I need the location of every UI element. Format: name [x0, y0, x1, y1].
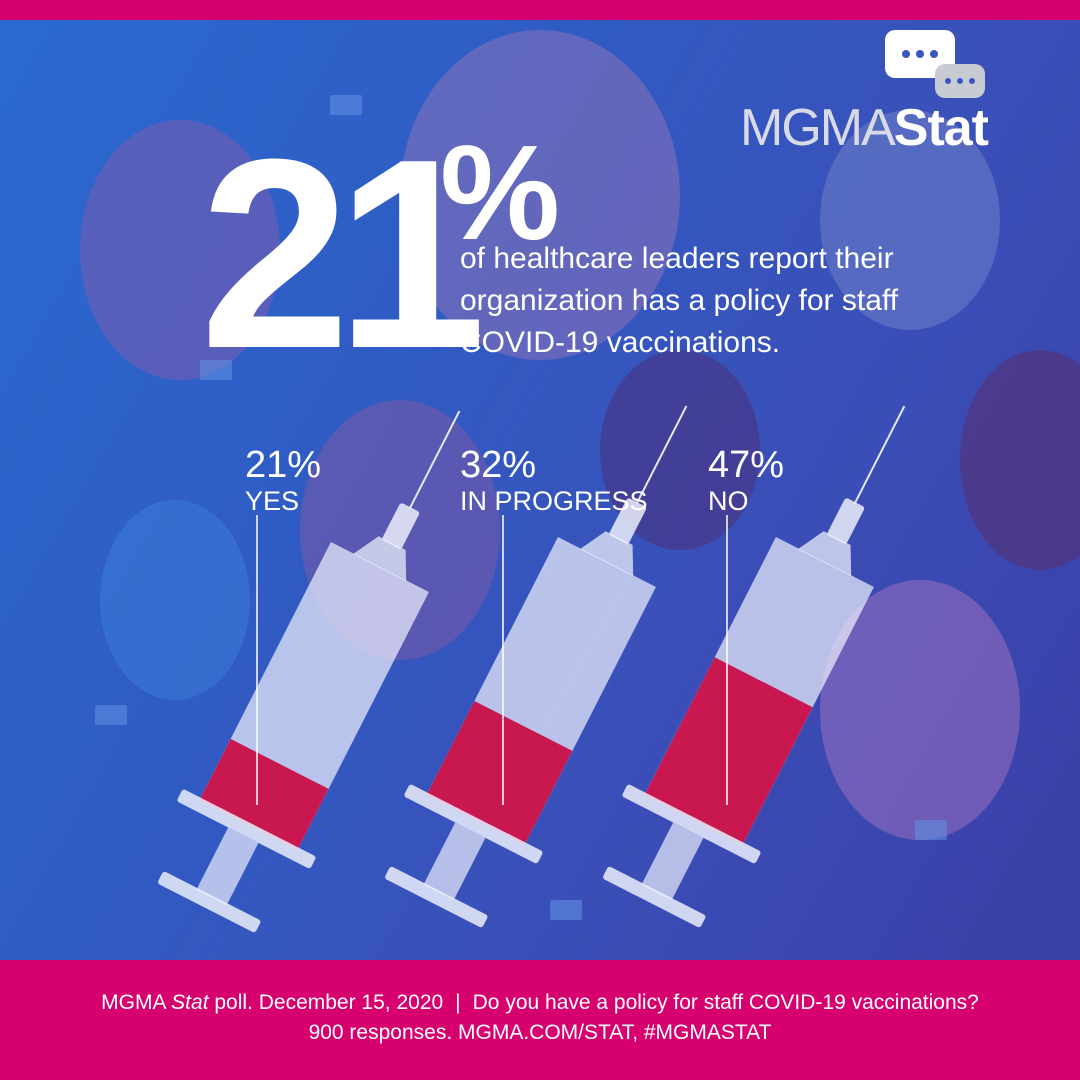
leader-line — [256, 515, 258, 805]
decor-badge — [95, 705, 127, 725]
value-label: 21% — [245, 444, 322, 486]
headline-subtitle: of healthcare leaders report their organ… — [460, 238, 1000, 364]
footer-line-1: MGMA Stat poll. December 15, 2020 | Do you… — [101, 991, 979, 1014]
decor-person — [100, 500, 250, 700]
subtitle-line: organization has a policy for staff — [460, 284, 899, 317]
category-label: IN PROGRESS — [460, 486, 648, 516]
decor-badge — [915, 820, 947, 840]
decor-badge — [330, 95, 362, 115]
mgma-stat-logo: MGMAStat — [740, 30, 1010, 160]
logo-text-bold: Stat — [893, 99, 989, 157]
leader-line — [502, 515, 504, 805]
fill-bar — [426, 700, 573, 846]
decor-person — [820, 110, 1000, 330]
category-label: NO — [708, 486, 749, 516]
leader-line — [726, 515, 728, 805]
decor-badge — [200, 360, 232, 380]
data-label: 32% IN PROGRESS — [460, 446, 648, 515]
footer-line-2: 900 responses. MGMA.COM/STAT, #MGMASTAT — [308, 1021, 772, 1044]
decor-person — [960, 350, 1080, 570]
value-label: 32% — [460, 444, 537, 486]
subtitle-line: of healthcare leaders report their — [460, 242, 894, 275]
decor-badge — [550, 900, 582, 920]
decor-person — [400, 30, 680, 360]
poll-question: Do you have a policy for staff COVID-19 … — [472, 991, 979, 1014]
headline-percent: % — [440, 117, 561, 268]
data-label: 47% NO — [708, 446, 784, 515]
logo-text: MGMA — [740, 99, 896, 157]
needle — [408, 410, 461, 510]
headline-number: 21 — [200, 104, 486, 405]
data-label: 21% YES — [245, 446, 321, 515]
decor-person — [80, 120, 280, 380]
subtitle-line: COVID-19 vaccinations. — [460, 326, 781, 359]
chat-bubble-icon — [935, 64, 985, 98]
footer: MGMA Stat poll. December 15, 2020 | Do you… — [0, 960, 1080, 1080]
needle — [853, 405, 906, 505]
value-label: 47% — [708, 444, 785, 486]
category-label: YES — [245, 486, 300, 516]
